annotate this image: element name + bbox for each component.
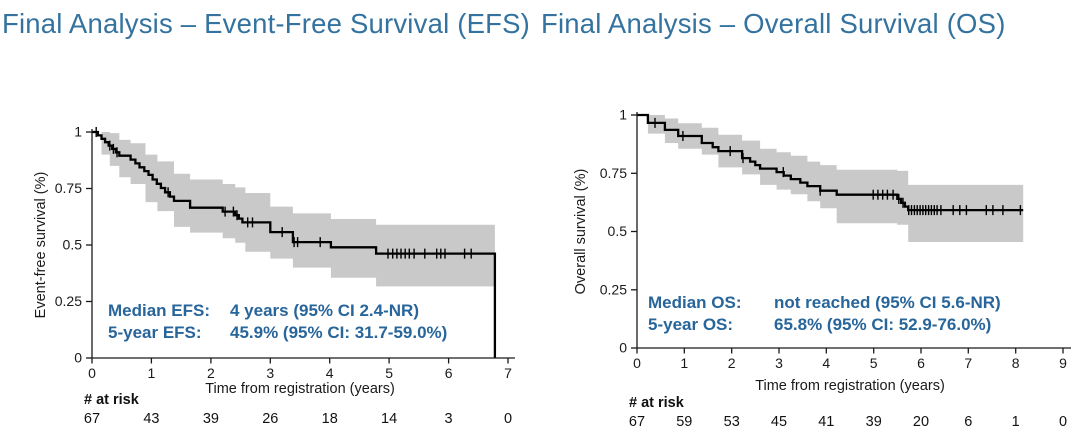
y-tick-label: 1 [619, 107, 627, 123]
efs-stats-annotation: Median EFS: 4 years (95% CI 2.4-NR) 5-ye… [108, 300, 447, 344]
x-tick-label: 0 [633, 355, 641, 371]
median-efs-label: Median EFS: [108, 301, 211, 320]
y-tick-label: 0 [74, 350, 82, 366]
at-risk-count: 53 [724, 414, 740, 430]
x-tick-label: 8 [1012, 355, 1020, 371]
x-axis-label: Time from registration (years) [205, 381, 395, 397]
x-tick-label: 5 [870, 355, 878, 371]
at-risk-count: 67 [84, 411, 100, 427]
x-tick-label: 5 [385, 365, 393, 381]
x-tick-label: 4 [822, 355, 830, 371]
at-risk-count: 67 [629, 414, 645, 430]
five-year-efs-label: 5-year EFS: [108, 323, 202, 342]
x-tick-label: 7 [504, 365, 512, 381]
efs-slide-title: Final Analysis – Event-Free Survival (EF… [2, 8, 531, 39]
y-axis-label: Event-free survival (%) [33, 172, 49, 319]
at-risk-count: 41 [818, 414, 834, 430]
x-tick-label: 7 [964, 355, 972, 371]
x-tick-label: 0 [88, 365, 96, 381]
x-tick-label: 2 [207, 365, 215, 381]
at-risk-count: 6 [964, 414, 972, 430]
at-risk-label: # at risk [629, 395, 685, 411]
y-tick-label: 0 [619, 340, 627, 356]
x-tick-label: 6 [917, 355, 925, 371]
x-axis-label: Time from registration (years) [755, 378, 945, 394]
os-slide-title: Final Analysis – Overall Survival (OS) [541, 8, 1006, 39]
y-tick-label: 0.25 [55, 293, 82, 309]
y-axis-label: Overall survival (%) [573, 169, 589, 295]
at-risk-count: 43 [143, 411, 159, 427]
x-tick-label: 3 [266, 365, 274, 381]
y-tick-label: 0.5 [63, 237, 83, 253]
at-risk-count: 1 [1012, 414, 1020, 430]
at-risk-count: 20 [913, 414, 929, 430]
y-tick-label: 0.75 [600, 165, 627, 181]
five-year-efs-value: 45.9% (95% CI: 31.7-59.0%) [230, 323, 448, 342]
at-risk-count: 45 [771, 414, 787, 430]
confidence-band [92, 132, 495, 287]
confidence-band [637, 115, 1024, 242]
y-tick-label: 1 [74, 124, 82, 140]
at-risk-count: 18 [322, 411, 338, 427]
at-risk-count: 26 [262, 411, 278, 427]
x-tick-label: 2 [728, 355, 736, 371]
at-risk-count: 0 [504, 411, 512, 427]
y-tick-label: 0.5 [608, 223, 628, 239]
median-efs-value: 4 years (95% CI 2.4-NR) [230, 301, 419, 320]
at-risk-count: 59 [676, 414, 692, 430]
at-risk-count: 3 [445, 411, 453, 427]
y-tick-label: 0.75 [55, 180, 82, 196]
x-tick-label: 9 [1059, 355, 1067, 371]
x-tick-label: 3 [775, 355, 783, 371]
at-risk-count: 0 [1059, 414, 1067, 430]
at-risk-count: 39 [203, 411, 219, 427]
y-tick-label: 0.25 [600, 281, 627, 297]
x-tick-label: 6 [445, 365, 453, 381]
x-tick-label: 1 [680, 355, 688, 371]
os-stats-annotation: Median OS: not reached (95% CI 5.6-NR) 5… [648, 292, 1001, 336]
km-survival-curve [637, 113, 1024, 212]
five-year-os-label: 5-year OS: [648, 315, 734, 334]
at-risk-count: 14 [381, 411, 397, 427]
x-tick-label: 1 [148, 365, 156, 381]
x-tick-label: 4 [326, 365, 334, 381]
five-year-os-value: 65.8% (95% CI: 52.9-76.0%) [774, 315, 992, 334]
km-survival-curve [92, 130, 497, 358]
median-os-value: not reached (95% CI 5.6-NR) [774, 293, 1001, 312]
at-risk-label: # at risk [84, 392, 140, 408]
at-risk-count: 39 [866, 414, 882, 430]
median-os-label: Median OS: [648, 293, 742, 312]
